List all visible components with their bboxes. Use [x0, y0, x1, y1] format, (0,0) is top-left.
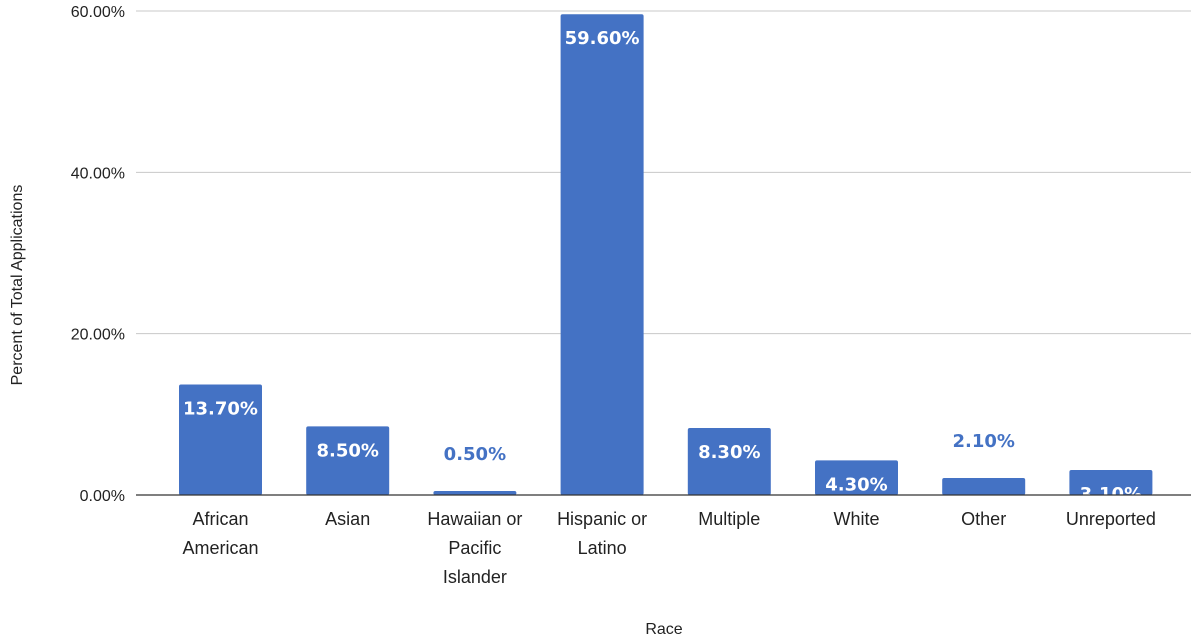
- x-category-label: Asian: [325, 509, 370, 529]
- x-category-label: Other: [961, 509, 1006, 529]
- data-labels: 13.70%8.50% 0.50%59.60%8.30%4.30%2.10%3.1…: [183, 28, 1142, 505]
- data-label: 4.30%: [825, 474, 887, 495]
- y-axis-ticks: 0.00% 20.00% 40.00% 60.00%: [71, 4, 125, 505]
- data-label: 8.30%: [698, 442, 760, 463]
- bar: [560, 14, 644, 496]
- y-tick-label: 20.00%: [71, 327, 125, 344]
- data-label: 0.50%: [444, 444, 506, 465]
- x-category-label: Multiple: [698, 509, 760, 529]
- data-label: 59.60%: [565, 28, 640, 49]
- x-category-label: Hispanic or Latino: [557, 509, 647, 558]
- x-category-label: Unreported: [1066, 509, 1156, 529]
- bar: [179, 384, 262, 495]
- x-category-label: African American: [182, 509, 258, 558]
- bar: [433, 490, 517, 495]
- bar: [1069, 469, 1153, 495]
- data-label: 13.70%: [183, 398, 258, 419]
- bar: [815, 460, 898, 495]
- bar: [942, 478, 1026, 495]
- y-axis-title: Percent of Total Applications: [9, 185, 26, 386]
- y-tick-label: 0.00%: [80, 488, 125, 505]
- x-axis-title: Race: [645, 621, 682, 638]
- data-label: 8.50%: [316, 440, 378, 461]
- data-label: 2.10%: [952, 431, 1014, 452]
- x-axis-categories: African American Asian Hawaiian or Pacific Is…: [182, 509, 1155, 587]
- x-category-label: Hawaiian or Pacific Islander: [427, 509, 522, 587]
- x-category-label: White: [833, 509, 879, 529]
- bars: [179, 14, 1153, 496]
- y-tick-label: 40.00%: [71, 165, 125, 182]
- bar: [306, 426, 390, 495]
- gridlines: [136, 10, 1191, 335]
- bar: [687, 428, 771, 495]
- y-tick-label: 60.00%: [71, 4, 125, 21]
